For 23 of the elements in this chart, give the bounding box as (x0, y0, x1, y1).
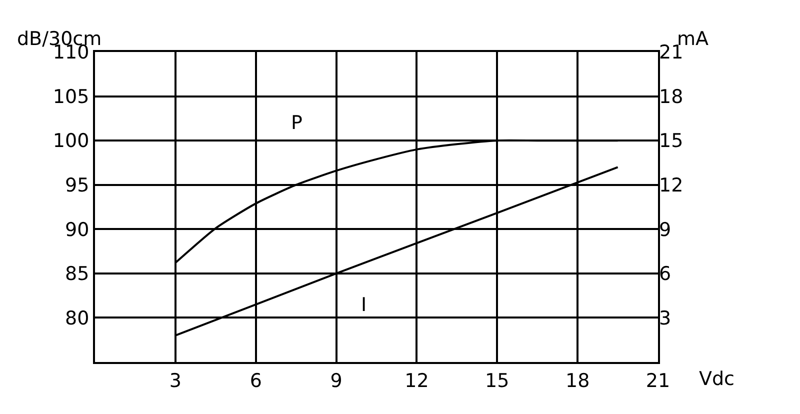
x-tick-label: 9 (330, 370, 342, 392)
y2-tick-label: 15 (659, 130, 684, 152)
y-tick-label: 80 (65, 307, 90, 330)
x-tick-label: 15 (485, 370, 510, 392)
y-tick-label: 100 (52, 130, 90, 152)
y-tick-label: 95 (65, 174, 90, 197)
y2-tick-label: 12 (659, 174, 684, 197)
y-tick-label: 105 (52, 86, 90, 108)
x-tick-label: 6 (250, 370, 262, 392)
y2-tick-label: 3 (659, 307, 672, 330)
y2-tick-label: 6 (659, 263, 672, 286)
y-tick-label: 85 (65, 263, 90, 286)
y2-tick-label: 9 (659, 218, 672, 241)
y2-axis-title: mA (677, 28, 709, 50)
y-tick-label: 90 (65, 218, 90, 241)
x-axis-title: Vdc (699, 368, 735, 390)
x-tick-label: 21 (646, 370, 670, 392)
x-tick-label: 18 (565, 370, 590, 392)
text: P (291, 112, 302, 134)
y2-tick-label: 18 (659, 86, 684, 108)
x-tick-label: 3 (169, 370, 182, 392)
series-label: I (361, 294, 367, 316)
x-tick-label: 12 (404, 370, 429, 392)
